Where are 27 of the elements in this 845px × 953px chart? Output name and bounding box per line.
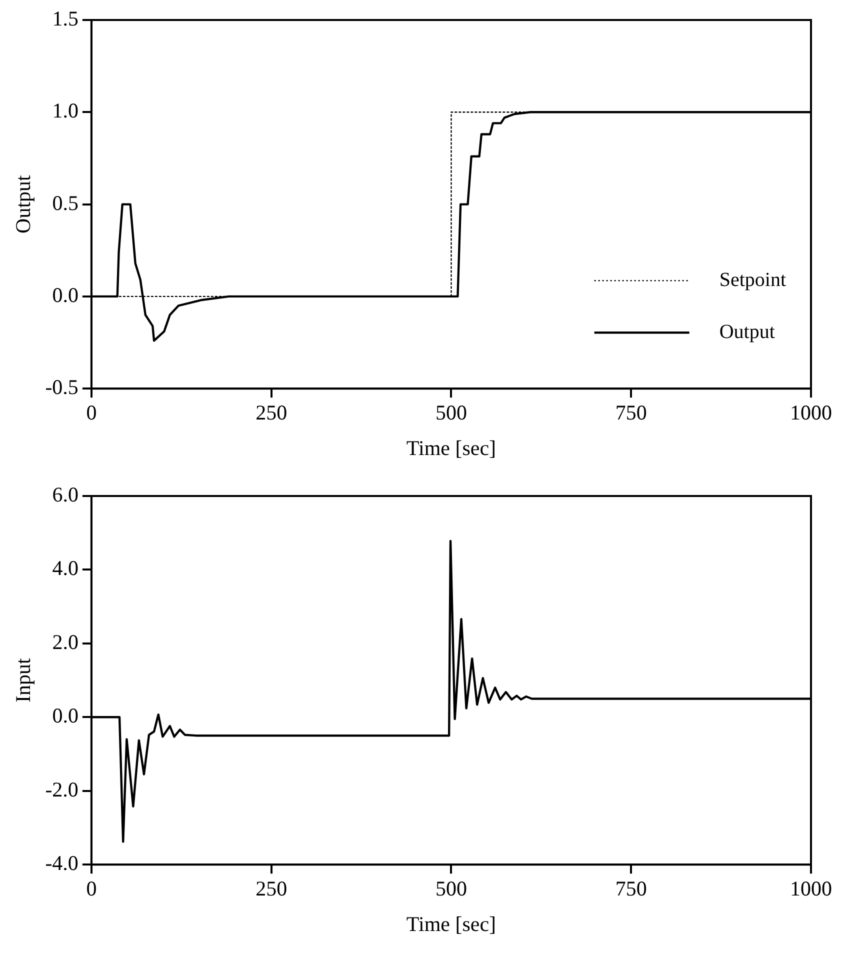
y-axis-title: Input	[11, 658, 36, 702]
y-tick-label: 1.0	[52, 98, 78, 123]
legend-label: Output	[719, 320, 776, 343]
y-tick-label: 2.0	[52, 630, 78, 654]
legend-label: Setpoint	[719, 268, 786, 291]
y-tick-label: 0.0	[52, 282, 78, 307]
x-axis-title: Time [sec]	[406, 436, 496, 460]
x-tick-label: 500	[435, 876, 467, 901]
x-tick-label: 750	[615, 400, 647, 425]
x-tick-label: 750	[615, 876, 647, 901]
y-tick-label: -4.0	[45, 851, 78, 876]
y-tick-label: 0.0	[52, 704, 78, 728]
y-tick-label: -0.5	[45, 375, 78, 400]
y-axis-title: Output	[11, 174, 36, 234]
y-tick-label: 4.0	[52, 556, 78, 580]
y-tick-label: 6.0	[52, 482, 78, 507]
x-tick-label: 250	[256, 876, 288, 901]
x-tick-label: 500	[435, 400, 467, 425]
x-tick-label: 0	[86, 400, 97, 425]
x-axis-title: Time [sec]	[406, 912, 496, 936]
x-tick-label: 0	[86, 876, 97, 901]
y-tick-label: 1.5	[52, 6, 78, 31]
x-tick-label: 1000	[790, 400, 832, 425]
x-tick-label: 250	[256, 400, 288, 425]
y-tick-label: -2.0	[45, 777, 78, 802]
y-tick-label: 0.5	[52, 190, 78, 215]
x-tick-label: 1000	[790, 876, 832, 901]
